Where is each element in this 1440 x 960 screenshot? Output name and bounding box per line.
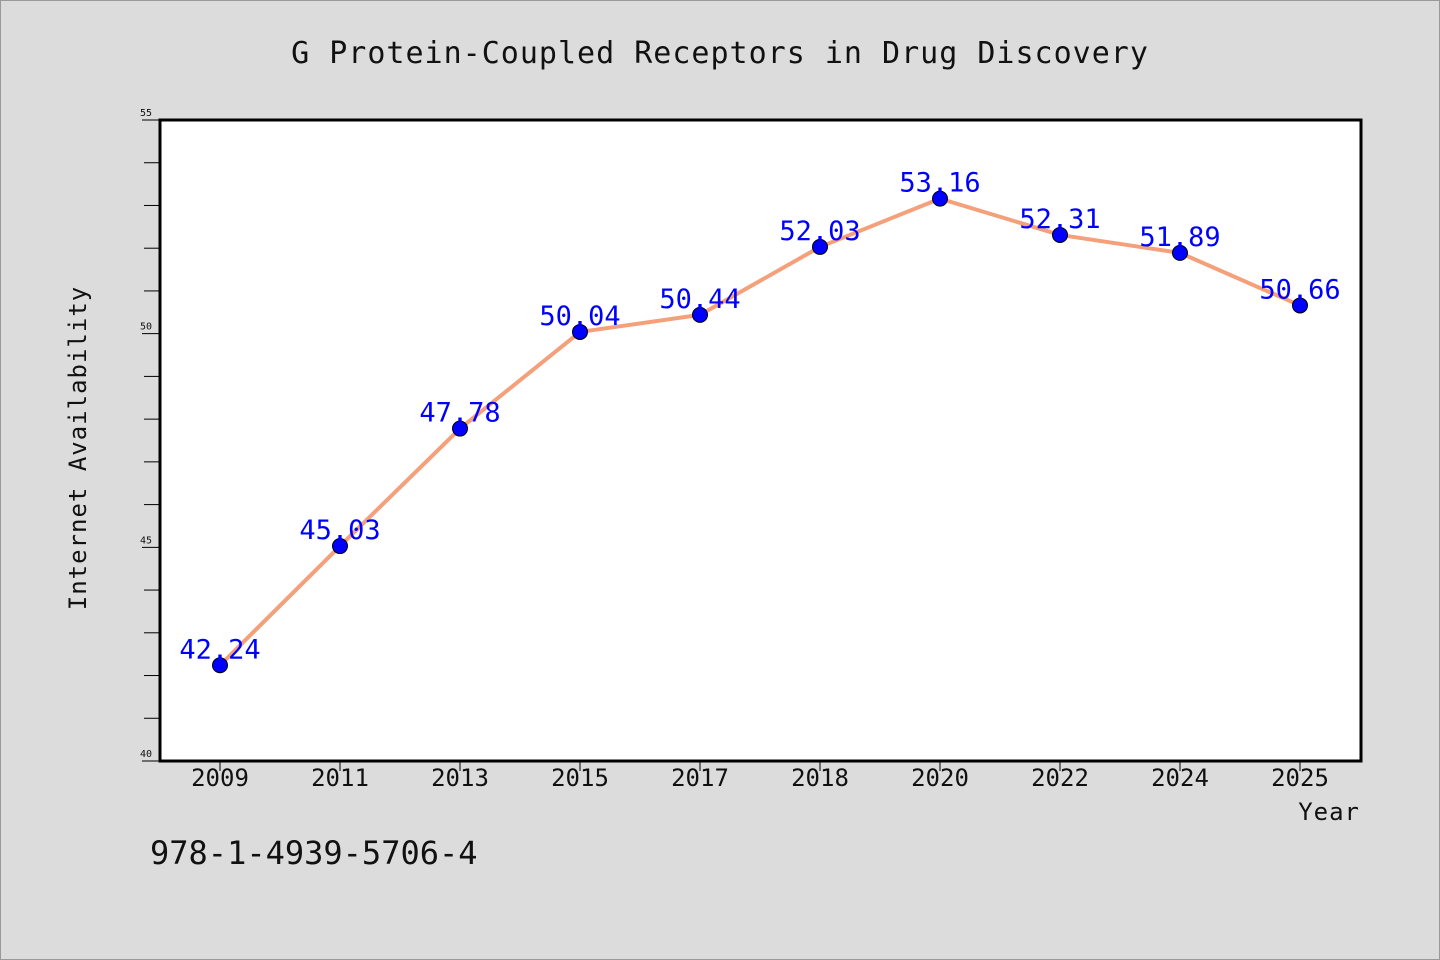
x-tick-label: 2018 bbox=[791, 764, 849, 792]
x-tick-label: 2009 bbox=[191, 764, 249, 792]
x-tick-label: 2011 bbox=[311, 764, 369, 792]
data-point bbox=[1292, 297, 1308, 314]
data-label: 52.03 bbox=[779, 216, 860, 247]
data-point bbox=[812, 238, 828, 255]
data-label: 50.44 bbox=[659, 284, 740, 315]
y-axis-ticks: 40 45 50 55 bbox=[140, 108, 160, 762]
data-labels: 42.24 45.03 47.78 50.04 50.44 52.03 53.16 52.31… bbox=[179, 168, 1340, 666]
x-tick-label: 2015 bbox=[551, 764, 609, 792]
y-tick-label: 50 bbox=[140, 322, 152, 333]
data-point bbox=[572, 323, 588, 340]
data-point bbox=[332, 538, 348, 555]
isbn-text: 978-1-4939-5706-4 bbox=[150, 834, 478, 872]
series-line bbox=[218, 196, 1301, 667]
data-markers bbox=[212, 190, 1308, 674]
data-point bbox=[212, 657, 228, 674]
y-tick-label: 45 bbox=[140, 535, 152, 546]
x-tick-label: 2025 bbox=[1271, 764, 1329, 792]
data-label: 52.31 bbox=[1019, 204, 1100, 235]
data-label: 42.24 bbox=[179, 634, 260, 665]
x-tick-label: 2022 bbox=[1031, 764, 1089, 792]
x-tick-label: 2017 bbox=[671, 764, 729, 792]
x-axis-label: Year bbox=[1298, 798, 1360, 826]
chart-title: G Protein-Coupled Receptors in Drug Disc… bbox=[291, 36, 1149, 71]
data-point bbox=[932, 190, 948, 207]
data-point bbox=[452, 420, 468, 437]
y-tick-label: 55 bbox=[140, 108, 152, 119]
x-axis-ticks: 2009 2011 2013 2015 2017 2018 2020 2022 2024 2025 bbox=[191, 761, 1329, 792]
x-tick-label: 2024 bbox=[1151, 764, 1209, 792]
data-point bbox=[692, 306, 708, 323]
y-axis-label: Internet Availability bbox=[64, 286, 92, 610]
data-label: 47.78 bbox=[419, 398, 500, 429]
data-point bbox=[1172, 244, 1188, 261]
data-label: 51.89 bbox=[1139, 222, 1220, 253]
plot-area bbox=[158, 118, 1363, 763]
data-point bbox=[1052, 226, 1068, 243]
x-tick-label: 2020 bbox=[911, 764, 969, 792]
data-label: 50.04 bbox=[539, 301, 620, 332]
y-tick-label: 40 bbox=[140, 749, 152, 760]
data-label: 45.03 bbox=[299, 515, 380, 546]
data-label: 50.66 bbox=[1259, 274, 1340, 305]
data-label: 53.16 bbox=[899, 168, 980, 199]
x-tick-label: 2013 bbox=[431, 764, 489, 792]
